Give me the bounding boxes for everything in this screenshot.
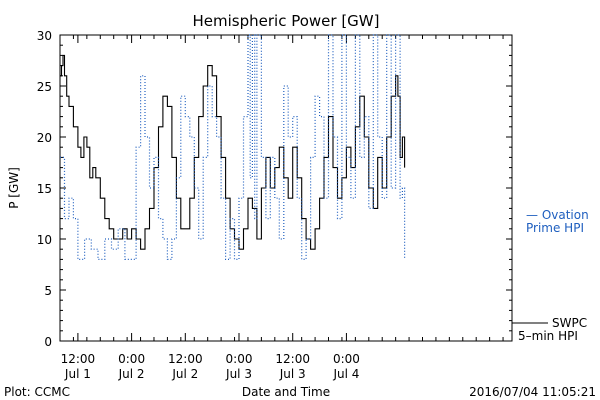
x-tick-label-time: 12:00 xyxy=(168,352,203,366)
legend-ovation-line2: Prime HPI xyxy=(526,221,584,235)
x-tick-label-time: 0:00 xyxy=(226,352,253,366)
x-tick-label-date: Jul 3 xyxy=(225,367,252,381)
y-tick-label: 15 xyxy=(37,182,52,196)
legend-swpc-line2: 5–min HPI xyxy=(518,329,578,343)
y-axis-ticks: 0 5 10 15 20 25 30 xyxy=(37,29,512,349)
y-tick-label: 25 xyxy=(37,80,52,94)
x-tick-label-time: 12:00 xyxy=(61,352,96,366)
legend-swpc-line1: SWPC xyxy=(552,316,587,330)
x-tick-label-time: 12:00 xyxy=(275,352,310,366)
x-tick-label-date: Jul 3 xyxy=(279,367,306,381)
y-tick-label: 10 xyxy=(37,233,52,247)
y-tick-label: 5 xyxy=(44,284,52,298)
x-tick-label-time: 0:00 xyxy=(333,352,360,366)
series-line-0 xyxy=(60,54,406,250)
x-tick-label-time: 0:00 xyxy=(118,352,145,366)
footer-plot-source: Plot: CCMC xyxy=(4,385,70,399)
plot-frame xyxy=(59,34,513,342)
y-tick-label: 20 xyxy=(37,131,52,145)
x-tick-label-date: Jul 4 xyxy=(332,367,359,381)
x-axis-label: Date and Time xyxy=(242,385,330,399)
y-tick-label: 30 xyxy=(37,29,52,43)
chart-title: Hemispheric Power [GW] xyxy=(193,12,380,30)
footer-timestamp: 2016/07/04 11:05:21 xyxy=(469,385,596,399)
y-axis-label: P [GW] xyxy=(7,167,21,209)
series-line-1 xyxy=(60,34,406,260)
legend-ovation-line1: — Ovation xyxy=(526,208,589,222)
x-tick-label-date: Jul 2 xyxy=(118,367,145,381)
x-tick-label-date: Jul 1 xyxy=(64,367,91,381)
x-tick-label-date: Jul 2 xyxy=(171,367,198,381)
series-lines xyxy=(60,34,406,260)
y-tick-label: 0 xyxy=(44,335,52,349)
